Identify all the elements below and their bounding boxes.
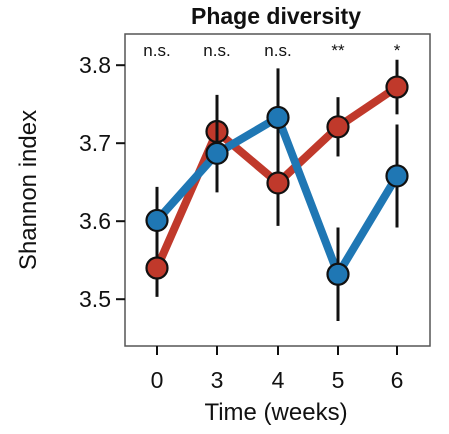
chart-title: Phage diversity (191, 3, 361, 29)
data-point (326, 115, 350, 139)
significance-labels: n.s. n.s. n.s. ** * (143, 41, 400, 60)
y-tick-label: 3.8 (79, 52, 111, 78)
x-tick-label: 5 (332, 367, 345, 393)
x-axis-label: Time (weeks) (204, 399, 347, 426)
significance-label: n.s. (203, 41, 230, 60)
x-tick-label: 6 (391, 367, 404, 393)
y-axis-label: Shannon index (15, 110, 42, 270)
significance-label: * (394, 41, 401, 60)
y-tick-label: 3.7 (79, 130, 111, 156)
data-point (145, 208, 169, 233)
significance-label: n.s. (264, 41, 291, 60)
data-point (205, 141, 229, 165)
data-point (145, 256, 169, 280)
significance-label: n.s. (143, 41, 170, 60)
x-tick-label: 4 (272, 367, 285, 393)
y-axis: 3.5 3.6 3.7 3.8 (79, 52, 125, 312)
x-tick-label: 0 (151, 367, 164, 393)
data-point (326, 262, 350, 286)
series-layer (145, 59, 409, 322)
significance-label: ** (331, 41, 345, 60)
data-point (266, 171, 290, 195)
x-axis: 0 3 4 5 6 (151, 346, 404, 393)
x-tick-label: 3 (211, 367, 224, 393)
data-point (385, 75, 409, 99)
y-tick-label: 3.6 (79, 208, 111, 234)
y-tick-label: 3.5 (79, 286, 111, 312)
data-point (385, 164, 409, 188)
data-point (266, 105, 290, 130)
series-points-1 (145, 68, 409, 322)
